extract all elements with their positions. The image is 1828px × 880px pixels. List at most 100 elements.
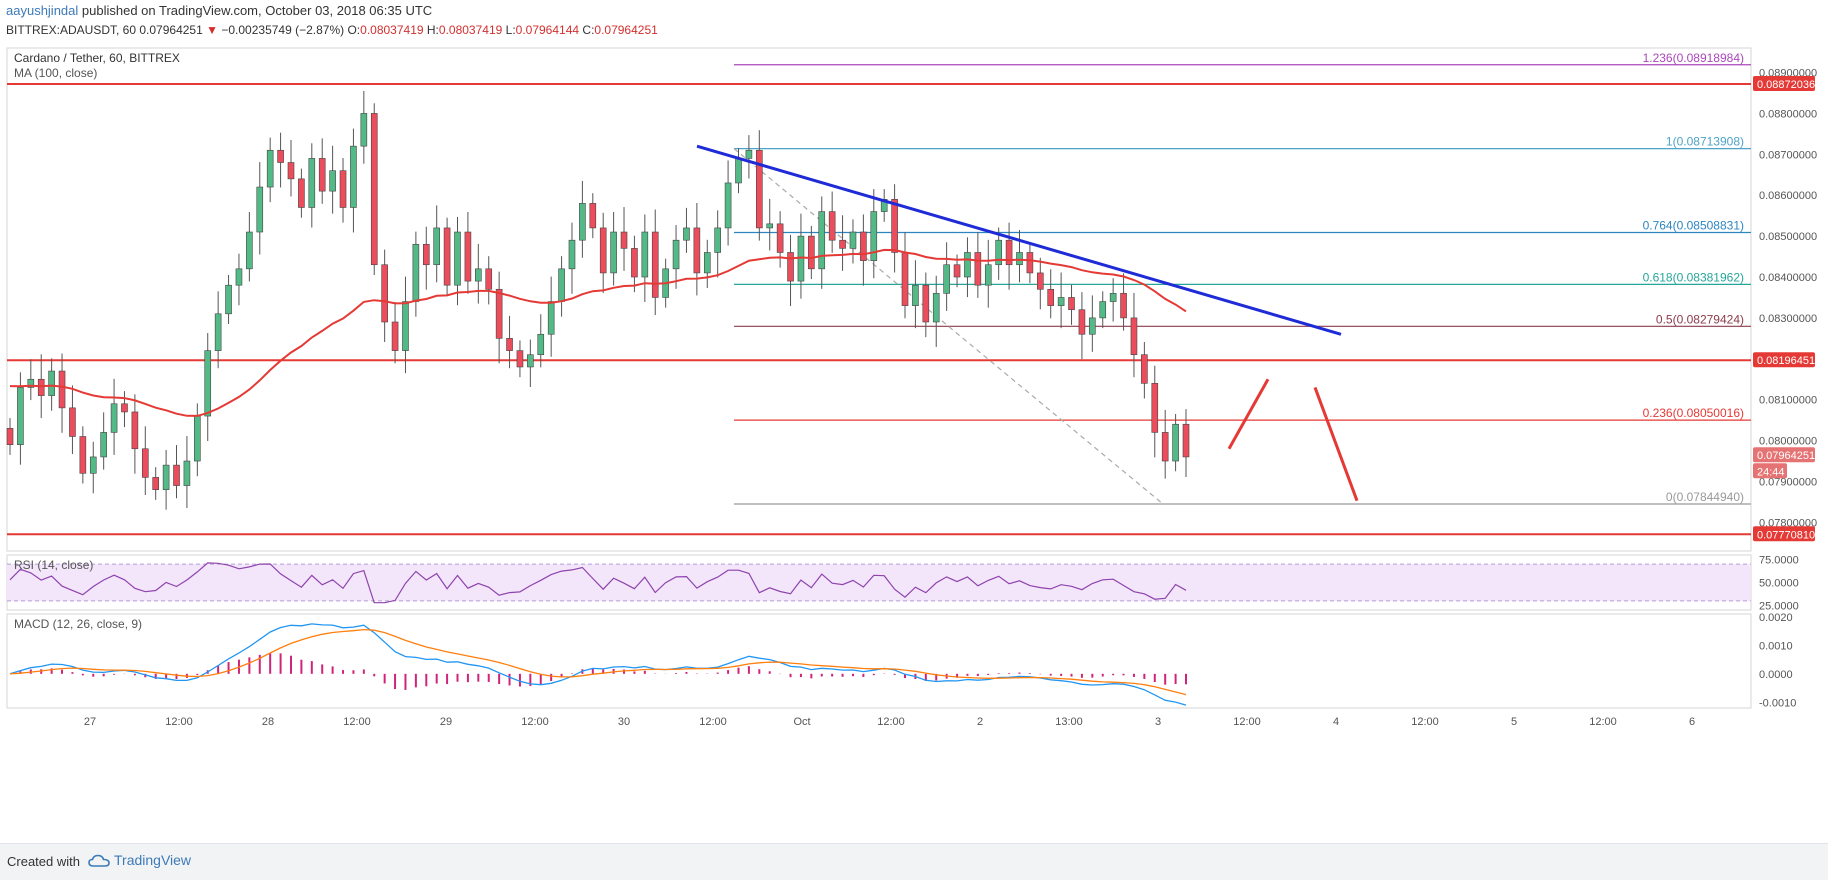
candle — [308, 143, 316, 228]
candle — [443, 217, 451, 296]
candle — [1130, 292, 1138, 378]
macd-pane — [6, 613, 1752, 709]
candle — [1026, 242, 1034, 284]
author-link[interactable]: aayushjindal — [6, 3, 79, 18]
change-value: −0.00235749 (−2.87%) — [221, 23, 345, 37]
candle — [547, 276, 555, 357]
time-tick-label: Oct — [793, 716, 810, 728]
time-tick-label: 12:00 — [165, 716, 193, 728]
candle — [828, 191, 836, 253]
candle — [1109, 278, 1117, 322]
price-badge-label: 0.08872036 — [1757, 79, 1815, 91]
candle — [485, 256, 493, 305]
candle — [214, 291, 222, 369]
candle — [162, 449, 170, 510]
candle — [922, 272, 930, 338]
candle — [995, 227, 1002, 280]
high-value: 0.08037419 — [438, 23, 503, 37]
candle — [568, 222, 576, 294]
price-badge — [1753, 447, 1815, 463]
candle — [266, 137, 274, 203]
footer-bar: Created with TradingView — [0, 843, 1828, 880]
candle — [1120, 273, 1127, 331]
candle — [912, 260, 919, 329]
candle — [641, 214, 649, 302]
candle — [1089, 295, 1096, 352]
candle — [58, 353, 66, 433]
candle — [703, 239, 711, 289]
time-tick-label: 12:00 — [877, 716, 905, 728]
time-tick-label: 12:00 — [343, 716, 371, 728]
chart-area[interactable]: 0.08900000 0.08800000 0.08700000 0.08600000… — [0, 42, 1828, 842]
rsi-tick-label: 25.0000 — [1759, 600, 1799, 612]
macd-signal-line — [9, 628, 1187, 696]
candle — [110, 378, 118, 455]
created-with-label: Created with — [7, 854, 80, 869]
candle — [391, 301, 399, 364]
candle — [693, 202, 701, 296]
candle — [1037, 257, 1044, 310]
candle — [870, 189, 878, 279]
price-tick-label: 0.08500000 — [1759, 231, 1817, 243]
price-badge — [1753, 352, 1815, 368]
price-tick-label: 0.08600000 — [1759, 190, 1817, 202]
candle — [766, 198, 774, 251]
tradingview-brand: TradingView — [114, 852, 192, 868]
price-chart-svg[interactable]: 0.089000000.088000000.087000000.08600000… — [0, 42, 1828, 842]
down-arrow-icon: ▼ — [206, 23, 219, 37]
open-value: 0.08037419 — [360, 23, 424, 37]
candle — [964, 237, 971, 298]
moving-average-line — [9, 248, 1187, 417]
candle — [506, 315, 513, 369]
fib-level-label: 0.618(0.08381962) — [1643, 270, 1744, 284]
candle — [381, 249, 388, 343]
candle — [277, 132, 284, 188]
candle — [433, 205, 440, 283]
candle — [27, 359, 35, 401]
candle — [579, 180, 586, 258]
macd-line — [9, 623, 1187, 706]
symbol-label: BITTREX:ADAUSDT, 60 — [6, 23, 137, 37]
time-tick-label: 12:00 — [1411, 716, 1439, 728]
macd-label: MACD (12, 26, close, 9) — [14, 617, 142, 631]
candle — [329, 145, 336, 214]
candle — [495, 271, 503, 364]
candle — [610, 211, 617, 286]
candle — [141, 426, 149, 495]
candle — [724, 160, 732, 246]
tradingview-logo-link[interactable]: TradingView — [88, 852, 191, 868]
candle — [1141, 342, 1148, 399]
candle — [787, 234, 794, 307]
candle — [714, 210, 721, 278]
rsi-label: RSI (14, close) — [14, 558, 93, 572]
candle — [360, 90, 368, 164]
time-tick-label: 6 — [1689, 716, 1695, 728]
candle — [183, 436, 191, 509]
candle — [1151, 365, 1159, 458]
candle — [287, 140, 295, 197]
price-tick-label: 0.08400000 — [1759, 272, 1817, 284]
candle — [1005, 222, 1013, 290]
price-tick-label: 0.08000000 — [1759, 436, 1817, 448]
close-value: 0.07964251 — [594, 23, 658, 37]
macd-tick-label: 0.0000 — [1759, 669, 1793, 681]
fib-level-label: 0.5(0.08279424) — [1656, 312, 1744, 326]
rsi-band — [7, 564, 1751, 601]
price-tick-label: 0.08100000 — [1759, 395, 1817, 407]
close-label: C: — [582, 23, 595, 37]
price-pane — [6, 47, 1752, 552]
time-tick-label: 12:00 — [699, 716, 727, 728]
candle — [350, 128, 357, 233]
published-text: published on TradingView.com, October 03… — [81, 3, 433, 18]
candle — [17, 372, 24, 465]
candle — [1099, 291, 1107, 329]
projection-up-line — [1227, 378, 1270, 450]
candle — [6, 418, 14, 455]
candle — [1016, 229, 1023, 283]
candle — [984, 239, 992, 308]
high-label: H: — [426, 23, 439, 37]
fib-level-label: 0.764(0.08508831) — [1643, 219, 1744, 233]
fib-diagonal — [733, 148, 1164, 505]
candle — [69, 385, 76, 455]
ohlc-line: BITTREX:ADAUSDT, 60 0.07964251 ▼ −0.0023… — [6, 18, 658, 38]
